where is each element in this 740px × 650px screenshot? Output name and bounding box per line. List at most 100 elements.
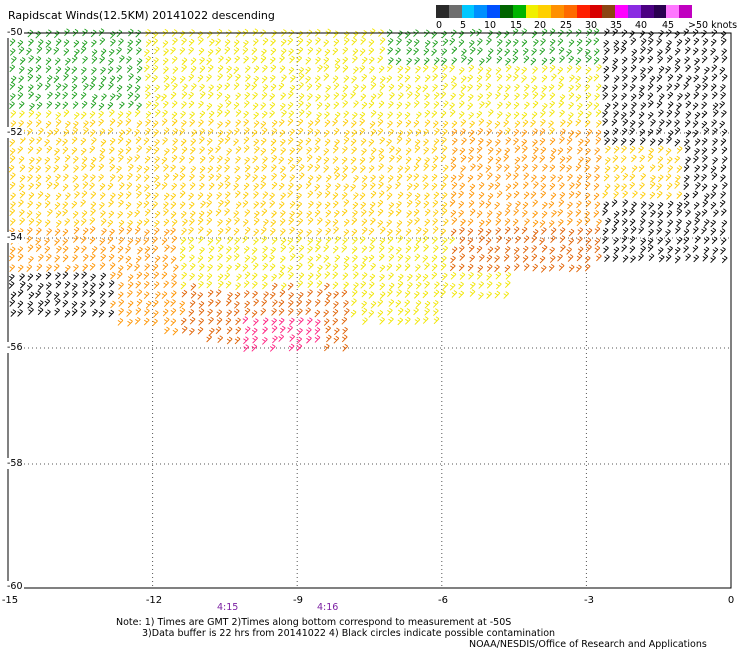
wind-barb xyxy=(107,219,114,228)
wind-barb xyxy=(656,183,662,191)
wind-barb xyxy=(172,66,179,75)
wind-barb xyxy=(54,254,61,263)
wind-barb xyxy=(253,111,259,120)
wind-barb xyxy=(279,129,286,138)
wind-barb xyxy=(46,145,53,154)
wind-barb xyxy=(243,145,250,153)
wind-barb xyxy=(332,47,339,56)
wind-barb xyxy=(217,103,223,111)
wind-barb xyxy=(604,254,610,263)
wind-barb xyxy=(406,57,412,66)
wind-barb xyxy=(180,182,186,191)
wind-barb xyxy=(191,129,197,137)
wind-barb xyxy=(234,190,241,199)
wind-barb xyxy=(469,120,475,129)
wind-barb xyxy=(442,173,449,182)
wind-barb xyxy=(423,182,429,190)
wind-barb xyxy=(379,226,386,235)
wind-barb xyxy=(254,145,260,154)
wind-barb xyxy=(324,298,331,307)
wind-barb xyxy=(487,193,494,201)
wind-barb xyxy=(271,172,277,181)
wind-barb xyxy=(467,263,474,272)
wind-barb xyxy=(296,156,303,165)
wind-barb xyxy=(305,56,312,65)
wind-barb xyxy=(181,262,187,271)
wind-barb xyxy=(28,137,35,145)
wind-barb xyxy=(306,327,312,335)
wind-barb xyxy=(506,73,512,82)
wind-barb xyxy=(341,245,348,253)
wind-barb xyxy=(657,156,664,164)
wind-barb xyxy=(82,56,88,64)
wind-barb xyxy=(586,128,593,137)
wind-barb xyxy=(541,65,548,73)
colorbar-label: 35 xyxy=(610,20,623,31)
wind-barb xyxy=(342,343,349,352)
wind-barb xyxy=(65,120,71,129)
wind-barb xyxy=(26,283,33,291)
wind-barb xyxy=(621,127,628,136)
wind-barb xyxy=(289,147,296,155)
wind-barb xyxy=(351,111,358,120)
wind-barb xyxy=(154,219,160,228)
wind-barb xyxy=(135,307,142,315)
wind-barb xyxy=(224,136,231,144)
wind-barb xyxy=(594,237,601,246)
wind-barb xyxy=(28,91,34,100)
wind-barb xyxy=(505,64,512,73)
wind-barb xyxy=(135,183,142,192)
wind-barb xyxy=(199,246,205,255)
wind-barb xyxy=(62,271,69,280)
wind-barb xyxy=(271,273,277,282)
lat-label-54: -54 xyxy=(6,232,24,243)
wind-barb xyxy=(289,317,295,326)
wind-barb xyxy=(279,138,286,147)
wind-barb xyxy=(476,154,483,162)
wind-barbs xyxy=(8,28,728,352)
wind-barb xyxy=(89,129,96,137)
wind-barb xyxy=(494,245,501,254)
wind-barb xyxy=(233,82,240,90)
wind-barb xyxy=(442,120,449,129)
wind-barb xyxy=(17,264,24,273)
wind-barb xyxy=(451,82,457,90)
wind-barb xyxy=(269,227,276,236)
wind-barb xyxy=(144,263,150,271)
wind-barb xyxy=(469,136,476,145)
wind-barb xyxy=(440,228,447,237)
wind-barb xyxy=(136,58,143,66)
wind-barb xyxy=(361,73,368,82)
wind-barb xyxy=(298,73,305,81)
wind-barb xyxy=(253,120,260,128)
wind-barb xyxy=(145,118,151,127)
wind-barb xyxy=(665,65,671,74)
wind-barb xyxy=(307,163,314,172)
wind-barb xyxy=(314,335,321,343)
wind-barb xyxy=(27,200,33,209)
wind-barb xyxy=(442,218,449,227)
wind-barb xyxy=(297,327,303,336)
wind-barb xyxy=(656,227,663,235)
note-line-2: 3)Data buffer is 22 hrs from 20141022 4)… xyxy=(142,628,556,639)
wind-barb xyxy=(316,201,322,209)
wind-barb xyxy=(378,181,384,190)
wind-barb xyxy=(324,129,330,138)
wind-barb xyxy=(683,228,690,236)
wind-barb xyxy=(539,237,545,246)
wind-barb xyxy=(685,111,692,119)
wind-barb xyxy=(153,175,160,183)
wind-barb xyxy=(613,145,620,154)
wind-barb xyxy=(352,254,358,263)
wind-barb xyxy=(101,227,107,236)
wind-barb xyxy=(233,127,240,136)
wind-barb xyxy=(685,129,692,138)
wind-barb xyxy=(404,290,411,298)
wind-barb xyxy=(459,147,466,156)
wind-barb xyxy=(612,28,619,37)
wind-barb xyxy=(199,146,205,154)
wind-barb xyxy=(269,192,275,201)
wind-barb xyxy=(215,173,222,181)
wind-barb xyxy=(100,218,107,226)
colorbar-label: 25 xyxy=(560,20,573,31)
